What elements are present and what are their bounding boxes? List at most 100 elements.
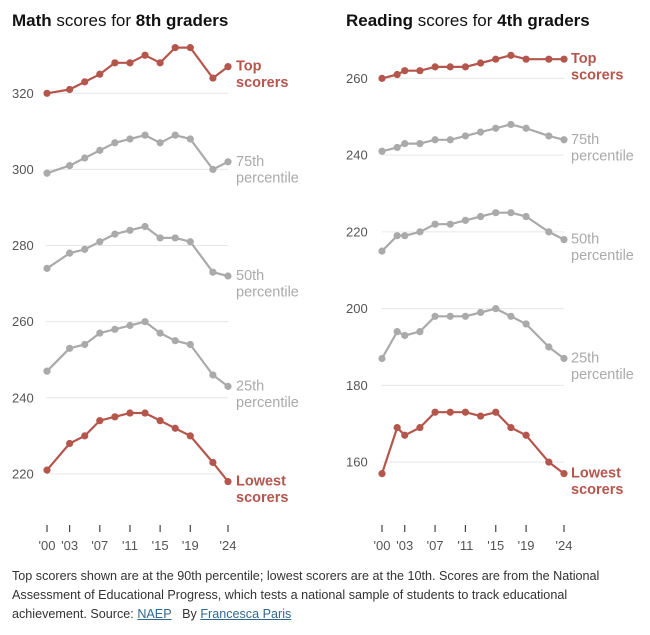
math-series-4-point: [224, 477, 232, 486]
math-series-0-point: [111, 59, 119, 67]
math-series-2-point: [186, 238, 194, 246]
math-series-1-point: [126, 135, 134, 143]
math-series-label-1: 75th percentile: [236, 154, 299, 187]
reading-series-label-line: scorers: [571, 68, 623, 84]
math-series-1-point: [43, 169, 51, 177]
math-series-3-point: [141, 318, 149, 326]
math-y-tick-label: 220: [12, 466, 34, 481]
caption-spacer: [172, 607, 183, 621]
reading-series-0-point: [393, 70, 401, 79]
reading-series-1-point: [476, 128, 485, 136]
math-series-2-point: [171, 234, 179, 242]
reading-series-0-point: [461, 63, 470, 71]
math-chart-title: Math scores for 8th graders: [12, 11, 228, 31]
math-series-0-point: [141, 51, 149, 59]
reading-series-3-point: [393, 328, 401, 336]
reading-series-0-point: [492, 55, 500, 63]
reading-series-3-point: [545, 343, 553, 351]
math-series-label-0: Top scorers: [236, 59, 288, 92]
math-series-0-point: [96, 70, 104, 78]
reading-series-4-point: [545, 458, 553, 466]
reading-series-0-point: [560, 55, 568, 63]
math-series-1-point: [96, 146, 104, 154]
math-series-3-point: [96, 329, 104, 337]
math-series-label-line: Lowest: [236, 474, 286, 490]
math-title-bold2: 8th graders: [135, 11, 229, 30]
source-link[interactable]: NAEP: [137, 607, 172, 621]
reading-series-4-point: [431, 408, 439, 416]
math-x-tick-label: '00: [39, 538, 56, 553]
math-series-1-point: [171, 131, 179, 139]
reading-series-1-point: [507, 120, 515, 129]
math-series-label-line: percentile: [236, 395, 299, 411]
reading-series-3-point: [492, 305, 500, 313]
byline-prefix: By: [182, 607, 201, 621]
math-series-1-point: [81, 154, 89, 162]
math-series-3-point: [126, 321, 134, 330]
reading-series-0-point: [416, 67, 424, 75]
math-x-tick-label: '03: [61, 538, 78, 553]
math-series-2-point: [43, 264, 51, 272]
math-series-label-line: 25th: [236, 378, 264, 394]
reading-series-1-point: [560, 136, 568, 144]
math-series-2-point: [141, 222, 149, 231]
reading-x-tick-label: '24: [556, 538, 573, 553]
math-series-3-point: [66, 344, 74, 352]
math-x-tick-label: '15: [152, 538, 169, 553]
math-series-1-point: [186, 135, 194, 143]
math-y-tick-label: 320: [12, 86, 34, 101]
reading-series-label-line: 25th: [571, 351, 599, 367]
math-title-bold1: Math: [12, 11, 52, 30]
math-series-4-point: [81, 432, 89, 440]
reading-series-label-line: 50th: [571, 232, 599, 248]
reading-series-0-point: [522, 55, 530, 63]
reading-x-tick-label: '07: [427, 538, 444, 553]
math-series-4-point: [66, 439, 74, 448]
math-series-2-point: [126, 226, 134, 234]
math-series-2-point: [96, 238, 104, 246]
reading-series-3-point: [378, 354, 386, 363]
reading-title-normal: scores for: [413, 11, 498, 30]
reading-series-2-point: [393, 232, 401, 240]
math-series-line-2: [46, 225, 229, 278]
author-link[interactable]: Francesca Paris: [200, 607, 292, 621]
reading-series-2-point: [507, 209, 515, 217]
math-series-4-point: [111, 413, 119, 421]
reading-y-tick-label: 160: [346, 455, 368, 470]
reading-series-4-point: [446, 408, 454, 416]
reading-series-4-point: [476, 412, 485, 420]
reading-series-3-point: [522, 320, 530, 328]
reading-y-tick-label: 240: [346, 148, 368, 163]
reading-series-2-point: [461, 216, 470, 224]
reading-title-bold2: 4th graders: [497, 11, 590, 30]
reading-series-0-point: [476, 59, 485, 67]
reading-series-label-1: 75th percentile: [571, 132, 634, 165]
reading-series-4-point: [378, 470, 386, 478]
reading-series-2-point: [522, 212, 530, 221]
math-series-3-point: [224, 382, 232, 390]
reading-series-2-point: [378, 247, 386, 255]
reading-series-3-point: [476, 308, 485, 317]
reading-series-3-point: [560, 354, 568, 363]
math-series-label-line: 75th: [236, 154, 264, 170]
math-series-label-line: scorers: [236, 75, 288, 91]
math-series-3-point: [111, 325, 119, 333]
reading-series-0-point: [545, 55, 553, 63]
math-series-0-point: [186, 44, 194, 52]
math-series-3-point: [186, 340, 194, 349]
reading-series-1-point: [461, 132, 470, 140]
reading-series-0-point: [431, 63, 439, 71]
math-series-1-point: [66, 162, 74, 170]
math-series-label-line: percentile: [236, 285, 299, 301]
reading-series-2-point: [545, 228, 553, 236]
reading-series-2-point: [476, 212, 485, 221]
reading-series-line-3: [381, 307, 565, 360]
reading-series-label-line: Top: [571, 51, 597, 67]
math-series-label-2: 50th percentile: [236, 268, 299, 301]
reading-chart-title: Reading scores for 4th graders: [346, 11, 590, 31]
math-series-4-point: [141, 409, 149, 417]
reading-series-label-0: Top scorers: [571, 51, 623, 84]
math-series-0-point: [126, 59, 134, 67]
math-series-label-line: percentile: [236, 170, 299, 186]
reading-series-0-point: [401, 67, 409, 75]
